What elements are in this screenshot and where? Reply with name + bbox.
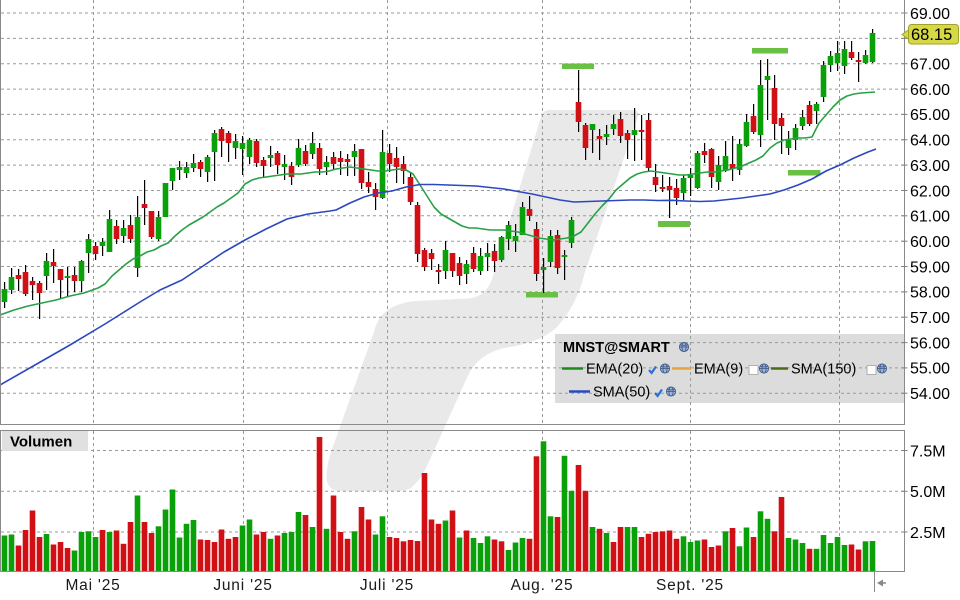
svg-text:62.00: 62.00 xyxy=(910,183,950,200)
svg-text:63.00: 63.00 xyxy=(910,158,950,175)
svg-text:61.00: 61.00 xyxy=(910,209,950,226)
svg-text:2.5M: 2.5M xyxy=(910,525,946,542)
svg-text:SMA(150): SMA(150) xyxy=(791,362,856,378)
svg-text:64.00: 64.00 xyxy=(910,133,950,150)
svg-text:EMA(20): EMA(20) xyxy=(586,362,643,378)
svg-text:7.5M: 7.5M xyxy=(910,443,946,460)
svg-text:Juli '25: Juli '25 xyxy=(360,577,414,594)
svg-text:MNST@SMART: MNST@SMART xyxy=(563,340,670,356)
svg-text:66.00: 66.00 xyxy=(910,82,950,99)
svg-text:60.00: 60.00 xyxy=(910,234,950,251)
svg-text:55.00: 55.00 xyxy=(910,361,950,378)
svg-text:65.00: 65.00 xyxy=(910,107,950,124)
svg-text:54.00: 54.00 xyxy=(910,386,950,403)
svg-text:SMA(50): SMA(50) xyxy=(593,385,650,401)
svg-text:5.0M: 5.0M xyxy=(910,484,946,501)
svg-text:EMA(9): EMA(9) xyxy=(694,362,743,378)
svg-text:57.00: 57.00 xyxy=(910,310,950,327)
svg-text:Juni '25: Juni '25 xyxy=(213,577,272,594)
svg-text:69.00: 69.00 xyxy=(910,6,950,23)
svg-text:Mai '25: Mai '25 xyxy=(65,577,120,594)
svg-text:67.00: 67.00 xyxy=(910,57,950,74)
svg-text:59.00: 59.00 xyxy=(910,259,950,276)
svg-text:Sept. '25: Sept. '25 xyxy=(656,577,724,594)
svg-text:56.00: 56.00 xyxy=(910,335,950,352)
svg-text:Aug. '25: Aug. '25 xyxy=(511,577,574,594)
svg-text:Volumen: Volumen xyxy=(10,434,72,451)
svg-text:58.00: 58.00 xyxy=(910,285,950,302)
svg-text:68.15: 68.15 xyxy=(911,26,952,44)
